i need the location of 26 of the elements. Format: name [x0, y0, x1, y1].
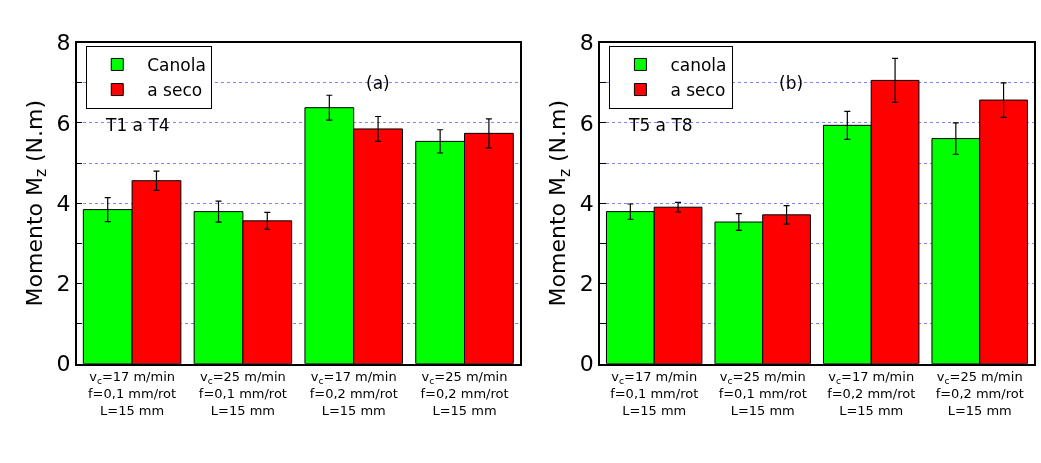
legend-label: canola	[670, 55, 727, 76]
x-tick-label: v$_{c}$=25 m/min f=0,1 mm/rot L=15 mm	[198, 369, 287, 418]
x-tick-label: v$_{c}$=25 m/min f=0,2 mm/rot L=15 mm	[420, 369, 509, 418]
annotation: (a)	[366, 73, 390, 93]
y-tick-label: 0	[579, 351, 594, 377]
legend-label: a seco	[147, 80, 203, 101]
y-tick-label: 4	[56, 190, 71, 216]
y-tick-label: 4	[579, 190, 594, 216]
x-tick-label: v$_{c}$=17 m/min f=0,1 mm/rot L=15 mm	[610, 369, 699, 418]
annotation: (b)	[779, 73, 804, 93]
y-tick-label: 0	[56, 351, 71, 377]
y-tick-label: 2	[56, 271, 71, 297]
legend-label: Canola	[147, 55, 206, 76]
y-tick-label: 6	[579, 110, 594, 136]
x-tick-label: v$_{c}$=17 m/min f=0,2 mm/rot L=15 mm	[309, 369, 398, 418]
y-tick-label: 8	[56, 30, 71, 56]
legend-label: a seco	[670, 80, 726, 101]
x-tick-label: v$_{c}$=25 m/min f=0,2 mm/rot L=15 mm	[935, 369, 1024, 418]
annotation: T1 a T4	[105, 115, 170, 135]
y-tick-label: 2	[579, 271, 594, 297]
annotation: T5 a T8	[628, 115, 693, 135]
y-tick-label: 6	[56, 110, 71, 136]
x-tick-label: v$_{c}$=17 m/min f=0,1 mm/rot L=15 mm	[88, 369, 177, 418]
x-tick-label: v$_{c}$=25 m/min f=0,1 mm/rot L=15 mm	[718, 369, 807, 418]
x-tick-label: v$_{c}$=17 m/min f=0,2 mm/rot L=15 mm	[827, 369, 916, 418]
y-tick-label: 8	[579, 30, 594, 56]
